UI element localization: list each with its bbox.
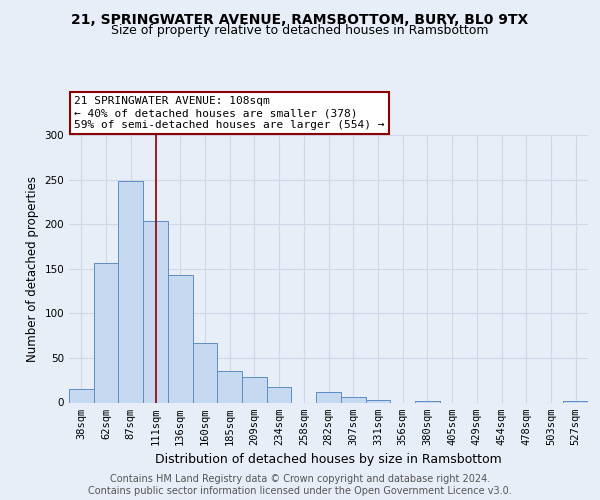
Bar [168,275,193,402]
X-axis label: Distribution of detached houses by size in Ramsbottom: Distribution of detached houses by size … [155,453,502,466]
Y-axis label: Number of detached properties: Number of detached properties [26,176,39,362]
Bar [242,376,267,402]
Bar [415,400,440,402]
Bar [267,388,292,402]
Bar [193,343,217,402]
Bar [365,400,390,402]
Bar [563,400,588,402]
Bar [316,392,341,402]
Text: Contains HM Land Registry data © Crown copyright and database right 2024.
Contai: Contains HM Land Registry data © Crown c… [88,474,512,496]
Bar [94,262,118,402]
Text: Size of property relative to detached houses in Ramsbottom: Size of property relative to detached ho… [111,24,489,37]
Text: 21 SPRINGWATER AVENUE: 108sqm
← 40% of detached houses are smaller (378)
59% of : 21 SPRINGWATER AVENUE: 108sqm ← 40% of d… [74,96,385,130]
Bar [143,222,168,402]
Bar [217,372,242,402]
Bar [341,397,365,402]
Bar [69,389,94,402]
Text: 21, SPRINGWATER AVENUE, RAMSBOTTOM, BURY, BL0 9TX: 21, SPRINGWATER AVENUE, RAMSBOTTOM, BURY… [71,12,529,26]
Bar [118,182,143,402]
